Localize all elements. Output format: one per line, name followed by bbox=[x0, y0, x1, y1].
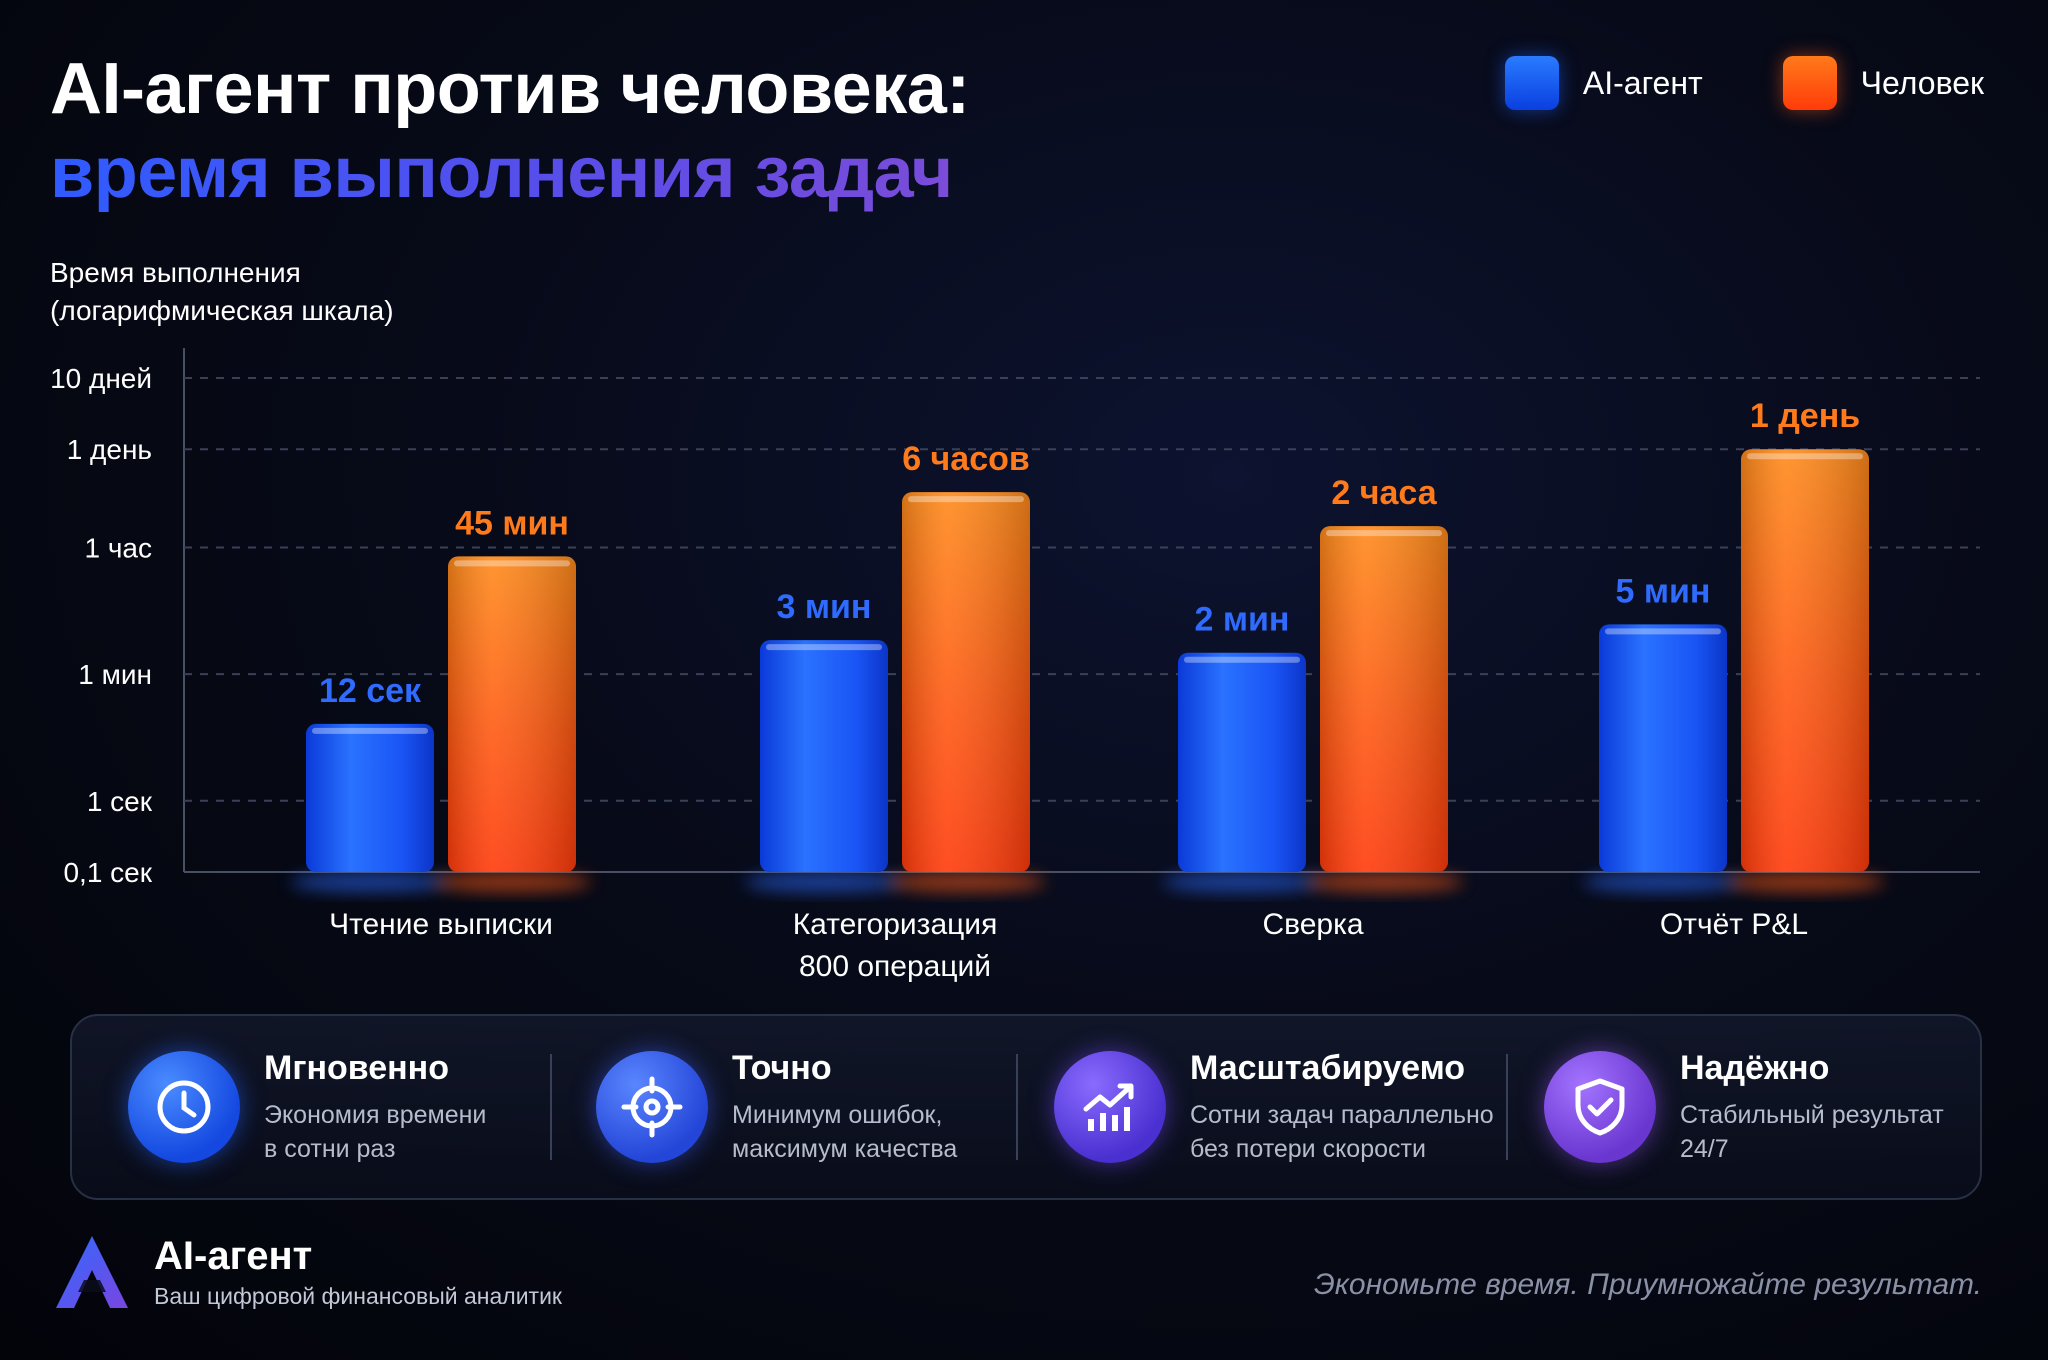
bar-highlight bbox=[1605, 628, 1721, 635]
x-category-label: 800 операций bbox=[799, 950, 991, 983]
y-axis-title-line2: (логарифмическая шкала) bbox=[50, 295, 394, 326]
feature-instant: Мгновенно Экономия времени в сотни раз bbox=[128, 1016, 486, 1198]
brand-tagline: Ваш цифровой финансовый аналитик bbox=[154, 1283, 562, 1309]
bar-ai bbox=[760, 640, 888, 872]
feature-desc: Минимум ошибок, bbox=[732, 1100, 943, 1129]
feature-desc: 24/7 bbox=[1680, 1134, 1729, 1163]
feature-desc: Стабильный результат bbox=[1680, 1100, 1944, 1129]
y-axis-title-line1: Время выполнения bbox=[50, 257, 301, 288]
bar-highlight bbox=[454, 560, 570, 567]
bar-highlight bbox=[312, 727, 428, 734]
bar-glow bbox=[1725, 872, 1885, 892]
divider bbox=[550, 1054, 552, 1160]
bar-highlight bbox=[1184, 656, 1300, 663]
growth-chart-icon bbox=[1054, 1051, 1166, 1163]
data-label: 2 мин bbox=[1195, 601, 1290, 639]
data-label: 45 мин bbox=[455, 504, 569, 542]
data-label: 2 часа bbox=[1331, 474, 1437, 512]
legend-item-human: Человек bbox=[1782, 56, 1984, 110]
bar-highlight bbox=[766, 644, 882, 651]
bar-ai bbox=[1599, 624, 1727, 872]
bar-glow bbox=[1162, 872, 1322, 892]
divider bbox=[1506, 1054, 1508, 1160]
shield-check-icon bbox=[1544, 1051, 1656, 1163]
y-tick-label: 1 сек bbox=[87, 786, 153, 817]
bar-glow bbox=[886, 872, 1046, 892]
feature-desc: Сотни задач параллельно bbox=[1190, 1100, 1494, 1129]
bar-shade bbox=[448, 556, 576, 872]
feature-desc: Экономия времени bbox=[264, 1100, 487, 1129]
data-label: 3 мин bbox=[777, 588, 872, 626]
bar-glow bbox=[290, 872, 450, 892]
feature-title: Мгновенно bbox=[264, 1048, 449, 1087]
legend-item-ai: AI-агент bbox=[1504, 56, 1703, 110]
y-tick-label: 1 час bbox=[84, 533, 152, 564]
bar-glow bbox=[1304, 872, 1464, 892]
feature-title: Точно bbox=[732, 1048, 832, 1087]
y-tick-label: 10 дней bbox=[50, 363, 152, 394]
chart-legend: AI-агент Человек bbox=[1504, 56, 1984, 110]
legend-swatch-human bbox=[1782, 56, 1837, 110]
data-label: 6 часов bbox=[902, 440, 1030, 478]
bar-shade bbox=[1741, 449, 1869, 872]
x-category-label: Отчёт P&L bbox=[1660, 908, 1808, 941]
feature-desc: без потери скорости bbox=[1190, 1134, 1426, 1163]
feature-title: Надёжно bbox=[1680, 1048, 1830, 1087]
feature-reliable: Надёжно Стабильный результат 24/7 bbox=[1544, 1016, 1944, 1198]
y-axis-title: Время выполнения (логарифмическая шкала) bbox=[50, 254, 394, 330]
features-panel: Мгновенно Экономия времени в сотни раз Т… bbox=[70, 1014, 1982, 1200]
feature-scalable: Масштабируемо Сотни задач параллельно бе… bbox=[1054, 1016, 1494, 1198]
data-label: 5 мин bbox=[1616, 572, 1711, 610]
bar-highlight bbox=[908, 496, 1024, 503]
slogan: Экономьте время. Приумножайте результат. bbox=[1313, 1268, 1982, 1301]
bar-shade bbox=[902, 492, 1030, 872]
x-category-label: Сверка bbox=[1262, 908, 1363, 941]
legend-label-human: Человек bbox=[1860, 64, 1984, 101]
clock-icon bbox=[128, 1051, 240, 1163]
y-tick-label: 0,1 сек bbox=[63, 857, 152, 888]
bar-ai bbox=[306, 723, 434, 872]
y-tick-label: 1 день bbox=[67, 434, 152, 465]
page-subtitle: время выполнения задач bbox=[50, 133, 953, 213]
bar-glow bbox=[1583, 872, 1743, 892]
feature-desc: максимум качества bbox=[732, 1134, 958, 1163]
data-label: 12 сек bbox=[319, 672, 422, 710]
bar-glow bbox=[744, 872, 904, 892]
bar-highlight bbox=[1326, 530, 1442, 537]
feature-desc: в сотни раз bbox=[264, 1134, 396, 1163]
divider bbox=[1016, 1054, 1018, 1160]
bar-ai bbox=[1178, 652, 1306, 872]
bar-glow bbox=[432, 872, 592, 892]
data-label: 1 день bbox=[1750, 397, 1860, 435]
bar-highlight bbox=[1747, 453, 1863, 460]
legend-swatch-ai bbox=[1504, 56, 1559, 110]
feature-accurate: Точно Минимум ошибок, максимум качества bbox=[596, 1016, 957, 1198]
y-tick-label: 1 мин bbox=[78, 659, 152, 690]
brand-name: AI-агент bbox=[154, 1234, 313, 1278]
x-category-label: Чтение выписки bbox=[329, 908, 553, 941]
brand-logo-icon bbox=[56, 1236, 128, 1308]
legend-label-ai: AI-агент bbox=[1582, 64, 1703, 101]
x-category-label: Категоризация bbox=[793, 908, 998, 941]
brand: AI-агент Ваш цифровой финансовый аналити… bbox=[50, 1230, 562, 1314]
target-icon bbox=[596, 1051, 708, 1163]
feature-title: Масштабируемо bbox=[1190, 1048, 1466, 1087]
bar-chart: 10 дней 1 день 1 час 1 мин 1 сек 0,1 сек 12 с… bbox=[50, 348, 1980, 983]
bar-shade bbox=[1320, 526, 1448, 872]
page-title: AI-агент против человека: bbox=[50, 49, 970, 129]
